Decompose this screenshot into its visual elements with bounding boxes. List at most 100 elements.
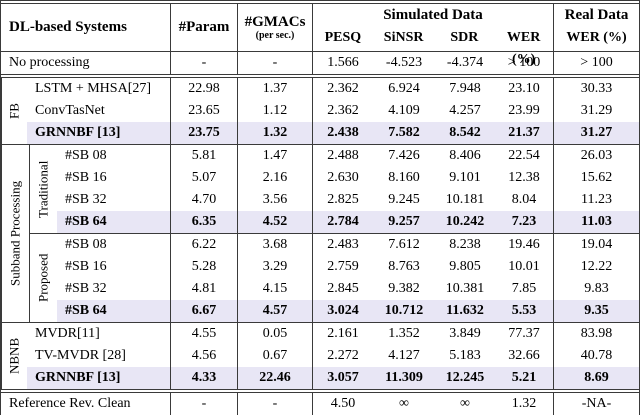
system-name: #SB 32 [57, 189, 171, 211]
header-row: DL-based Systems #Param #GMACs (per sec.… [1, 4, 639, 67]
system-name: #SB 08 [57, 234, 171, 256]
cell-sinsr: 4.109 [388, 103, 420, 118]
cell-param: 4.55 [171, 323, 238, 345]
cell-real-wer: 83.98 [580, 326, 613, 341]
group-label-fb: FB [1, 78, 27, 144]
cell-sinsr: 7.426 [388, 148, 420, 163]
col-header-pesq: PESQ [324, 30, 362, 45]
cell-sinsr: 9.382 [388, 281, 420, 296]
system-name: Reference Rev. Clean [1, 393, 171, 415]
cell-sinsr: 4.127 [388, 348, 420, 363]
cell-sinsr: 7.582 [388, 125, 420, 140]
cell-pesq: 2.362 [327, 81, 359, 96]
cell-sdr: 5.183 [449, 348, 481, 363]
group-nbnb: NBNB MVDR[11] 4.55 0.05 2.161 1.352 3.84… [1, 323, 639, 389]
cell-sinsr: 6.924 [388, 81, 420, 96]
cell-wer: 10.01 [495, 256, 554, 278]
cell-pesq: 1.566 [327, 55, 359, 70]
cell-param: 4.70 [171, 189, 238, 211]
cell-pesq: 2.845 [327, 281, 359, 296]
col-group-real: Real Data WER (%) [554, 4, 639, 51]
cell-param: - [171, 52, 238, 74]
cell-pesq: 4.50 [330, 396, 356, 411]
col-header-wer: WER (%) [506, 30, 541, 67]
cell-param: 23.65 [171, 100, 238, 122]
group-label-nbnb: NBNB [1, 323, 27, 389]
table-row: TV-MVDR [28] 4.56 0.67 2.272 4.127 5.183… [27, 345, 639, 367]
system-name: #SB 08 [57, 145, 171, 167]
cell-sinsr: 8.160 [388, 170, 420, 185]
cell-wer: 32.66 [495, 345, 554, 367]
system-name: TV-MVDR [28] [27, 345, 171, 367]
cell-real-wer: 11.23 [581, 192, 612, 207]
cell-gmacs: 1.32 [238, 122, 313, 144]
cell-sdr: 7.948 [449, 81, 481, 96]
cell-sdr: 12.245 [445, 370, 485, 385]
col-header-param: #Param [171, 4, 238, 51]
cell-sdr: 4.257 [449, 103, 481, 118]
cell-sinsr: 7.612 [388, 237, 420, 252]
cell-gmacs: 3.56 [238, 189, 313, 211]
cell-wer: 7.85 [495, 278, 554, 300]
system-name: #SB 64 [57, 300, 171, 322]
cell-gmacs: 4.57 [238, 300, 313, 322]
double-rule [1, 389, 639, 393]
cell-wer: 1.32 [495, 393, 554, 415]
cell-real-wer: 26.03 [580, 148, 613, 163]
cell-param: 6.35 [171, 211, 238, 233]
cell-wer: 5.21 [495, 367, 554, 389]
cell-gmacs: 3.68 [238, 234, 313, 256]
group-fb: FB LSTM + MHSA[27] 22.98 1.37 2.362 6.92… [1, 78, 639, 144]
cell-wer: 5.53 [495, 300, 554, 322]
cell-sdr: ∞ [460, 396, 470, 411]
cell-pesq: 2.488 [327, 148, 359, 163]
cell-gmacs: 1.12 [238, 100, 313, 122]
cell-gmacs: 0.67 [238, 345, 313, 367]
system-name: No processing [1, 52, 171, 74]
cell-gmacs: 22.46 [238, 367, 313, 389]
col-group-real-title: Real Data [564, 7, 629, 23]
cell-pesq: 2.483 [327, 237, 359, 252]
cell-wer: 19.46 [495, 234, 554, 256]
cell-real-wer: -NA- [581, 396, 612, 411]
table-row: MVDR[11] 4.55 0.05 2.161 1.352 3.849 77.… [27, 323, 639, 345]
cell-gmacs: 1.47 [238, 145, 313, 167]
cell-gmacs: 0.05 [238, 323, 313, 345]
group-rule [1, 144, 639, 145]
table-row: #SB 32 4.70 3.56 2.825 9.245 10.181 8.04… [57, 189, 639, 211]
cell-wer: 22.54 [495, 145, 554, 167]
group-label-subband-processing: Subband Processing [1, 145, 29, 322]
table-row-highlighted: #SB 64 6.67 4.57 3.024 10.712 11.632 5.5… [57, 300, 639, 322]
cell-pesq: 3.057 [327, 370, 359, 385]
cell-param: 5.07 [171, 167, 238, 189]
system-name: LSTM + MHSA[27] [27, 78, 171, 100]
cell-gmacs: 4.15 [238, 278, 313, 300]
cell-param: 6.67 [171, 300, 238, 322]
cell-sinsr: ∞ [399, 396, 409, 411]
col-header-systems: DL-based Systems [1, 4, 171, 51]
cell-sdr: 9.805 [449, 259, 481, 274]
cell-real-wer: 19.04 [580, 237, 613, 252]
table-row-highlighted: GRNNBF [13] 23.75 1.32 2.438 7.582 8.542… [27, 122, 639, 144]
cell-real-wer: 9.35 [584, 303, 609, 318]
cell-param: 4.33 [171, 367, 238, 389]
system-name: GRNNBF [13] [27, 367, 171, 389]
cell-sdr: 3.849 [449, 326, 481, 341]
cell-gmacs: 3.29 [238, 256, 313, 278]
system-name: #SB 32 [57, 278, 171, 300]
cell-wer: 21.37 [495, 122, 554, 144]
cell-sdr: 10.381 [445, 281, 485, 296]
cell-real-wer: 31.27 [580, 125, 613, 140]
col-header-sinsr: SiNSR [383, 30, 424, 45]
simulated-subheaders: PESQ SiNSR SDR WER (%) [313, 27, 553, 67]
double-rule [1, 74, 639, 78]
system-name: ConvTasNet [27, 100, 171, 122]
system-name: GRNNBF [13] [27, 122, 171, 144]
cell-real-wer: 31.29 [580, 103, 613, 118]
table-row: #SB 08 6.22 3.68 2.483 7.612 8.238 19.46… [57, 234, 639, 256]
subgroup-label-traditional: Traditional [29, 145, 57, 233]
cell-sinsr: 11.309 [385, 370, 423, 385]
cell-real-wer: > 100 [580, 55, 613, 70]
cell-sinsr: 10.712 [384, 303, 424, 318]
